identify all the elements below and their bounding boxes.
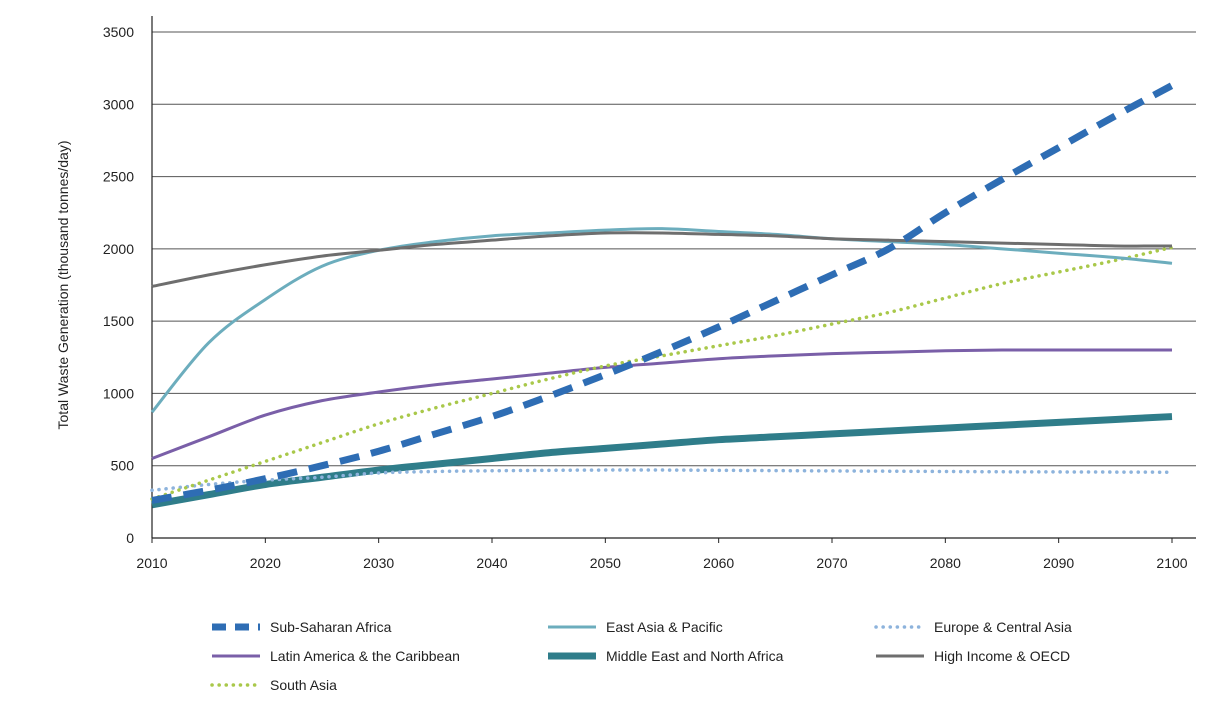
legend: Sub-Saharan Africa East Asia & Pacific Eur… bbox=[210, 619, 1072, 693]
x-tick-labels: 2010 2020 2030 2040 2050 2060 2070 2080 2090 2100 bbox=[136, 538, 1188, 571]
series-line-sub-saharan-africa bbox=[151, 82, 1174, 504]
y-tick-label-0: 0 bbox=[126, 530, 134, 546]
series-line-middle-east-and-north-africa bbox=[151, 413, 1173, 509]
y-tick-label-3500: 3500 bbox=[103, 24, 134, 40]
legend-label-sub-saharan-africa: Sub-Saharan Africa bbox=[270, 619, 392, 635]
y-tick-label-3000: 3000 bbox=[103, 96, 134, 112]
series-line-south-asia bbox=[150, 245, 1174, 501]
y-tick-label-500: 500 bbox=[111, 458, 135, 474]
series-lines bbox=[150, 82, 1174, 509]
x-tick-label-2100: 2100 bbox=[1156, 555, 1187, 571]
y-tick-label-2000: 2000 bbox=[103, 241, 134, 257]
x-tick-label-2020: 2020 bbox=[250, 555, 281, 571]
legend-label-south-asia: South Asia bbox=[270, 677, 337, 693]
x-tick-label-2060: 2060 bbox=[703, 555, 734, 571]
legend-label-europe-central-asia: Europe & Central Asia bbox=[934, 619, 1072, 635]
y-tick-labels: 0 500 1000 1500 2000 2500 3000 3500 bbox=[103, 24, 134, 546]
series-line-high-income-oecd bbox=[151, 231, 1173, 288]
y-tick-label-1500: 1500 bbox=[103, 313, 134, 329]
legend-label-middle-east-and-north-africa: Middle East and North Africa bbox=[606, 648, 784, 664]
legend-label-latin-america-the-caribbean: Latin America & the Caribbean bbox=[270, 648, 460, 664]
x-tick-label-2090: 2090 bbox=[1043, 555, 1074, 571]
y-tick-label-1000: 1000 bbox=[103, 385, 134, 401]
series-line-latin-america-the-caribbean bbox=[151, 348, 1172, 460]
y-axis-label: Total Waste Generation (thousand tonnes/… bbox=[55, 141, 71, 430]
legend-label-high-income-oecd: High Income & OECD bbox=[934, 648, 1070, 664]
series-line-europe-central-asia bbox=[150, 468, 1174, 493]
axes bbox=[151, 16, 1196, 539]
x-tick-label-2010: 2010 bbox=[136, 555, 167, 571]
x-tick-label-2050: 2050 bbox=[590, 555, 621, 571]
series-line-east-asia-pacific bbox=[150, 227, 1173, 414]
x-tick-label-2070: 2070 bbox=[816, 555, 847, 571]
x-tick-label-2040: 2040 bbox=[476, 555, 507, 571]
legend-label-east-asia-pacific: East Asia & Pacific bbox=[606, 619, 723, 635]
grid-lines bbox=[152, 31, 1196, 539]
x-tick-label-2080: 2080 bbox=[930, 555, 961, 571]
x-tick-label-2030: 2030 bbox=[363, 555, 394, 571]
y-tick-label-2500: 2500 bbox=[103, 169, 134, 185]
